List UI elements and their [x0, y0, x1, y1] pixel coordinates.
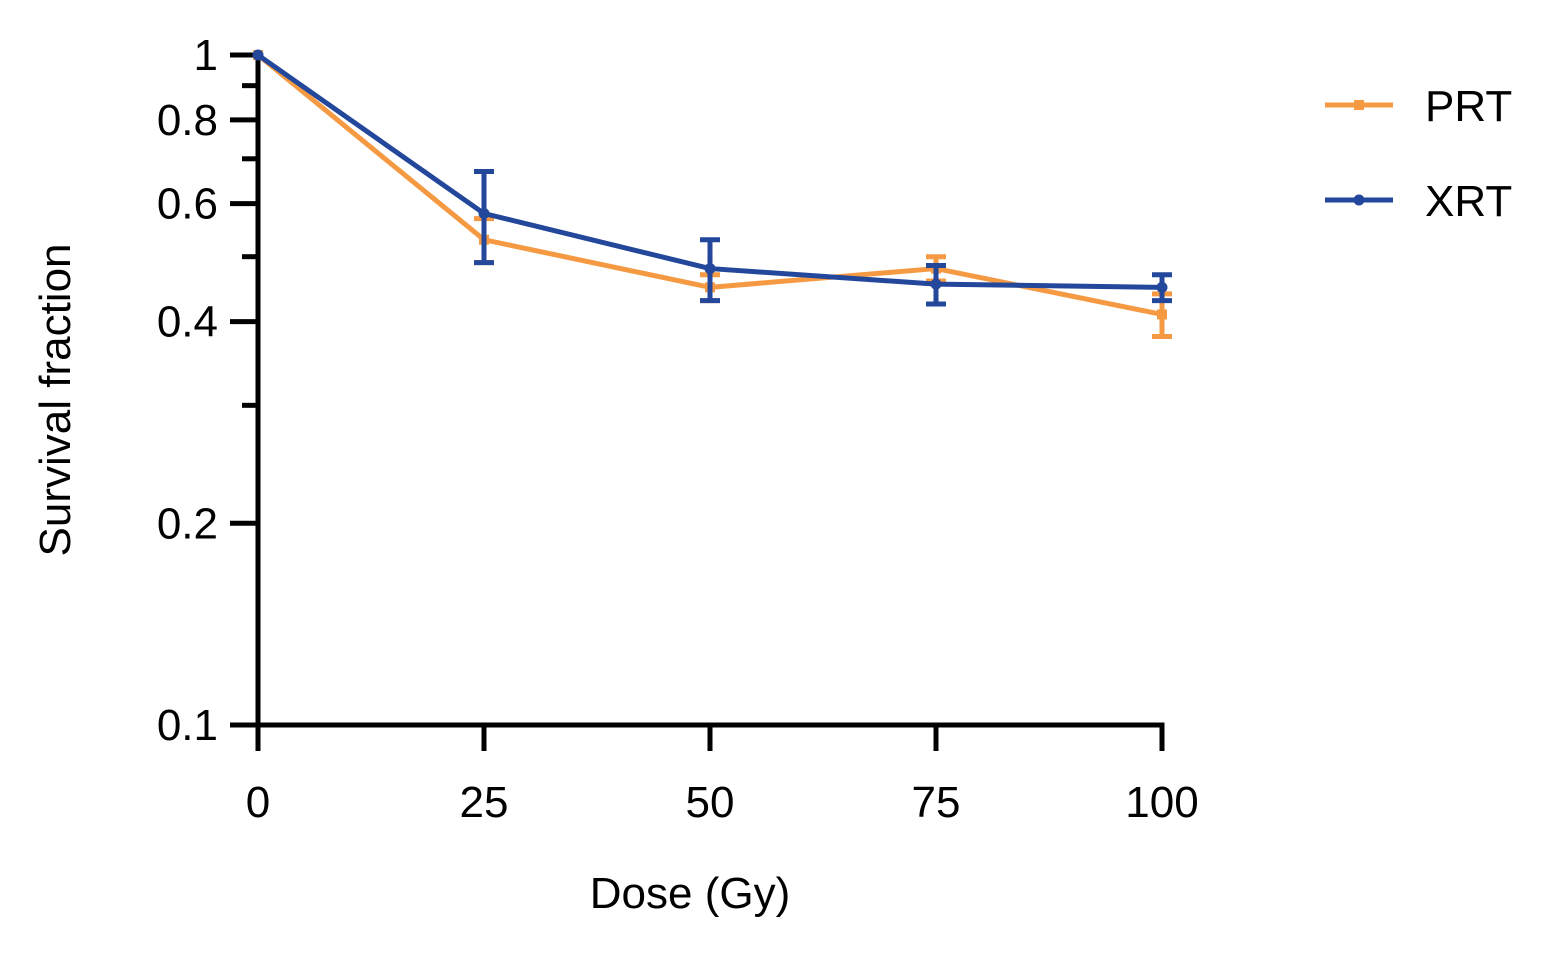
series-layer	[252, 49, 1172, 340]
y-tick-label: 0.1	[157, 701, 218, 750]
legend: PRT XRT	[1325, 82, 1512, 226]
data-point	[1156, 281, 1168, 293]
x-tick-label: 100	[1125, 778, 1198, 827]
y-tick-label: 0.4	[157, 298, 218, 347]
x-tick-label: 50	[686, 778, 735, 827]
legend-marker	[1353, 194, 1365, 206]
legend-label: XRT	[1425, 177, 1512, 226]
y-axis-title: Survival fraction	[31, 243, 80, 556]
data-point	[704, 263, 716, 275]
legend-marker	[1354, 100, 1364, 110]
x-ticks: 0 25 50 75 100	[246, 725, 1199, 827]
y-ticks: 0.1 0.2 0.4 0.6 0.8 1	[157, 31, 258, 750]
data-point	[930, 278, 942, 290]
y-tick-label: 0.6	[157, 180, 218, 229]
x-tick-label: 75	[912, 778, 961, 827]
y-tick-label: 0.2	[157, 499, 218, 548]
data-point	[252, 49, 264, 61]
x-axis-title: Dose (Gy)	[590, 869, 790, 918]
y-tick-label: 1	[194, 31, 218, 80]
data-point	[1157, 309, 1167, 320]
y-tick-label: 0.8	[157, 96, 218, 145]
legend-item-prt: PRT	[1325, 82, 1512, 131]
data-point	[478, 208, 490, 220]
x-tick-label: 25	[460, 778, 509, 827]
axes	[255, 52, 1165, 728]
legend-item-xrt: XRT	[1325, 177, 1512, 226]
series-xrt	[252, 49, 1172, 307]
x-tick-label: 0	[246, 778, 270, 827]
legend-label: PRT	[1425, 82, 1512, 131]
